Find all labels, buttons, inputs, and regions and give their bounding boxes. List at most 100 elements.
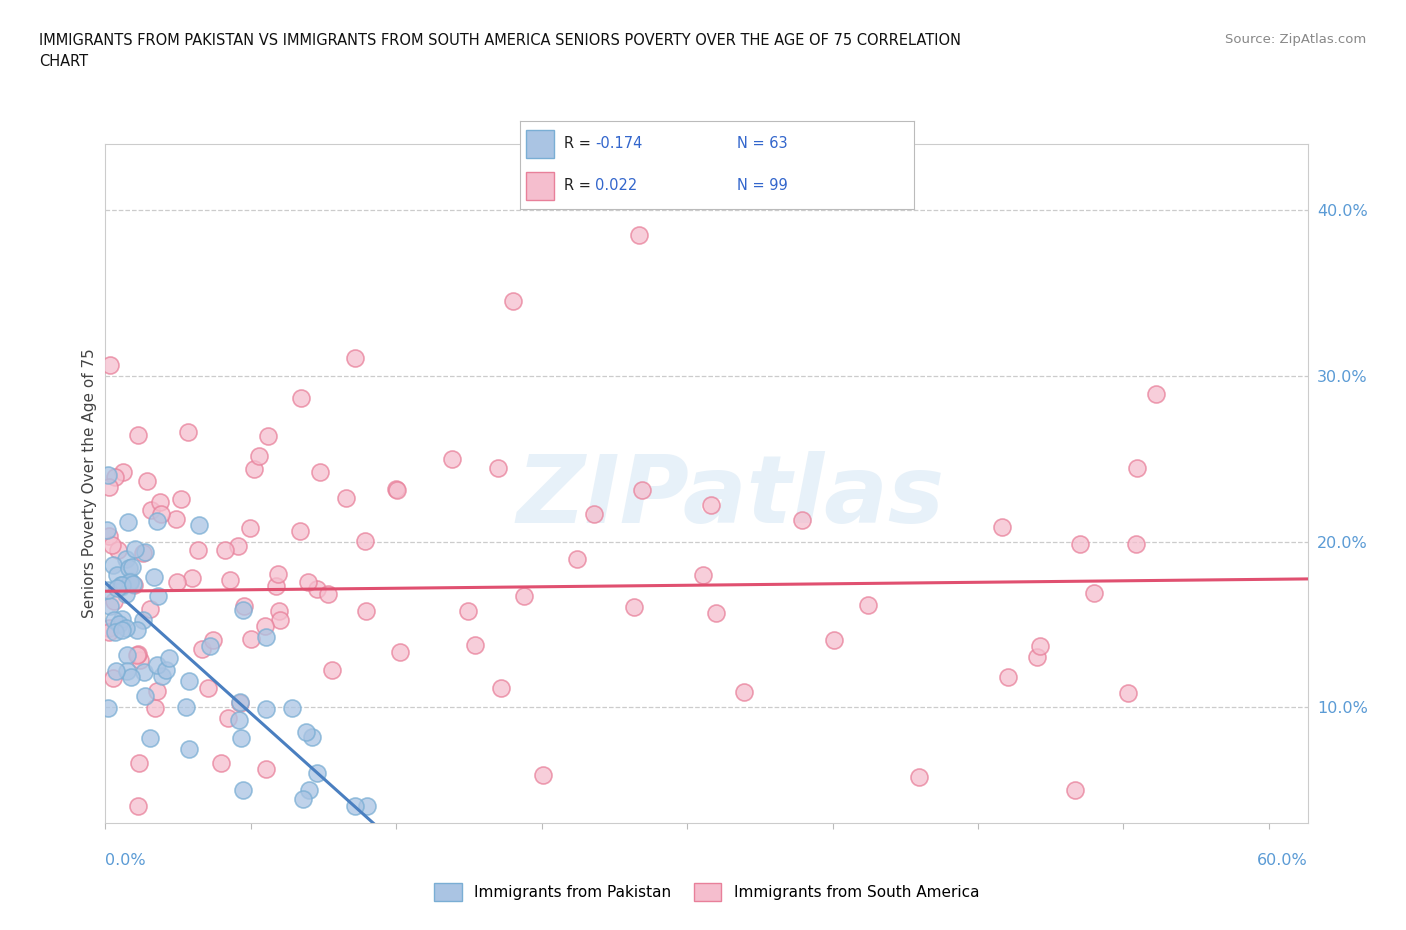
Point: [111, 612, 134, 627]
Text: CHART: CHART: [39, 54, 89, 69]
Point: [243, 461, 266, 476]
Text: 60.0%: 60.0%: [1257, 853, 1308, 868]
Point: [148, 589, 170, 604]
Point: [118, 574, 141, 589]
Text: 0.022: 0.022: [595, 179, 637, 193]
Point: [335, 491, 357, 506]
Point: [115, 551, 138, 566]
Point: [121, 560, 143, 575]
Point: [269, 612, 291, 627]
Point: [120, 670, 142, 684]
Point: [105, 580, 128, 595]
Point: [118, 561, 141, 576]
Point: [115, 586, 138, 601]
Point: [356, 799, 378, 814]
Point: [128, 653, 150, 668]
Point: [110, 622, 132, 637]
Point: [103, 671, 125, 685]
Point: [292, 791, 315, 806]
Point: [254, 618, 277, 633]
Point: [125, 647, 148, 662]
Point: [298, 783, 321, 798]
Point: [1069, 537, 1091, 551]
Point: [98, 621, 121, 636]
Point: [457, 604, 479, 618]
Point: [489, 680, 512, 695]
Point: [344, 799, 367, 814]
Point: [181, 571, 204, 586]
Point: [110, 578, 132, 592]
Point: [127, 427, 149, 442]
Point: [114, 620, 136, 635]
Point: [997, 670, 1019, 684]
Point: [388, 644, 411, 659]
Point: [101, 538, 124, 552]
Point: [908, 769, 931, 784]
Point: [232, 599, 254, 614]
Point: [266, 566, 288, 581]
Point: [1125, 537, 1147, 551]
Point: [174, 699, 197, 714]
Point: [97, 700, 120, 715]
Point: [157, 650, 180, 665]
Point: [177, 425, 200, 440]
Text: R =: R =: [564, 179, 595, 193]
Point: [229, 696, 252, 711]
Point: [111, 464, 134, 479]
Point: [107, 543, 129, 558]
Text: R =: R =: [564, 137, 595, 152]
Point: [218, 572, 240, 587]
Point: [305, 765, 328, 780]
Point: [118, 575, 141, 590]
Point: [117, 663, 139, 678]
Text: Source: ZipAtlas.com: Source: ZipAtlas.com: [1226, 33, 1367, 46]
Point: [190, 641, 212, 656]
Point: [107, 617, 129, 631]
Point: [97, 582, 120, 597]
Point: [134, 688, 156, 703]
Point: [440, 451, 463, 466]
Point: [98, 529, 121, 544]
Point: [149, 494, 172, 509]
Point: [124, 541, 146, 556]
Point: [115, 648, 138, 663]
Point: [343, 351, 366, 365]
Point: [385, 483, 408, 498]
Point: [232, 603, 254, 618]
Point: [110, 580, 132, 595]
Point: [991, 519, 1014, 534]
Point: [290, 524, 312, 538]
Point: [700, 498, 723, 512]
Point: [103, 624, 125, 639]
Point: [264, 578, 287, 593]
Point: [150, 669, 173, 684]
Point: [132, 665, 155, 680]
Point: [1118, 685, 1140, 700]
Point: [122, 577, 145, 591]
Point: [257, 429, 280, 444]
Point: [1144, 387, 1167, 402]
Point: [856, 597, 879, 612]
Point: [513, 589, 536, 604]
Point: [98, 480, 121, 495]
Point: [198, 639, 221, 654]
Text: N = 63: N = 63: [737, 137, 787, 152]
Point: [704, 605, 727, 620]
Point: [179, 741, 201, 756]
Point: [254, 761, 277, 776]
Point: [105, 663, 128, 678]
Point: [98, 625, 121, 640]
Point: [103, 613, 125, 628]
Point: [486, 460, 509, 475]
Text: N = 99: N = 99: [737, 179, 787, 193]
Point: [354, 533, 377, 548]
Point: [627, 228, 650, 243]
Point: [316, 587, 339, 602]
Point: [134, 545, 156, 560]
Point: [187, 542, 209, 557]
Point: [132, 613, 155, 628]
Point: [145, 513, 167, 528]
Point: [127, 622, 149, 637]
Point: [464, 638, 486, 653]
Point: [155, 662, 177, 677]
